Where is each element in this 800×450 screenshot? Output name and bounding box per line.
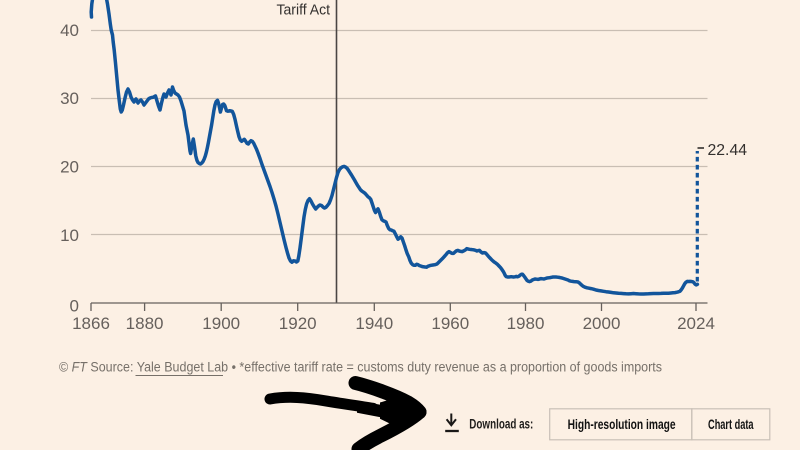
svg-text:Chart data: Chart data bbox=[708, 417, 754, 432]
svg-text:0: 0 bbox=[70, 296, 79, 315]
svg-text:1866: 1866 bbox=[72, 314, 110, 333]
svg-text:20: 20 bbox=[60, 158, 79, 177]
svg-text:40: 40 bbox=[60, 21, 79, 40]
svg-text:1960: 1960 bbox=[431, 314, 469, 333]
svg-text:1940: 1940 bbox=[355, 314, 393, 333]
svg-text:30: 30 bbox=[60, 89, 79, 108]
svg-text:© FT Source: Yale Budget Lab •: © FT Source: Yale Budget Lab • *effectiv… bbox=[59, 360, 662, 375]
svg-text:1920: 1920 bbox=[279, 314, 317, 333]
svg-text:1880: 1880 bbox=[126, 314, 164, 333]
svg-text:1900: 1900 bbox=[202, 314, 240, 333]
svg-text:10: 10 bbox=[60, 226, 79, 245]
svg-text:22.44: 22.44 bbox=[708, 142, 748, 159]
svg-text:2000: 2000 bbox=[583, 314, 621, 333]
svg-text:2024: 2024 bbox=[677, 314, 715, 333]
svg-text:1980: 1980 bbox=[507, 314, 545, 333]
svg-text:High-resolution image: High-resolution image bbox=[568, 417, 676, 432]
svg-text:Tariff Act: Tariff Act bbox=[277, 2, 331, 19]
svg-text:Download as:: Download as: bbox=[469, 417, 533, 432]
